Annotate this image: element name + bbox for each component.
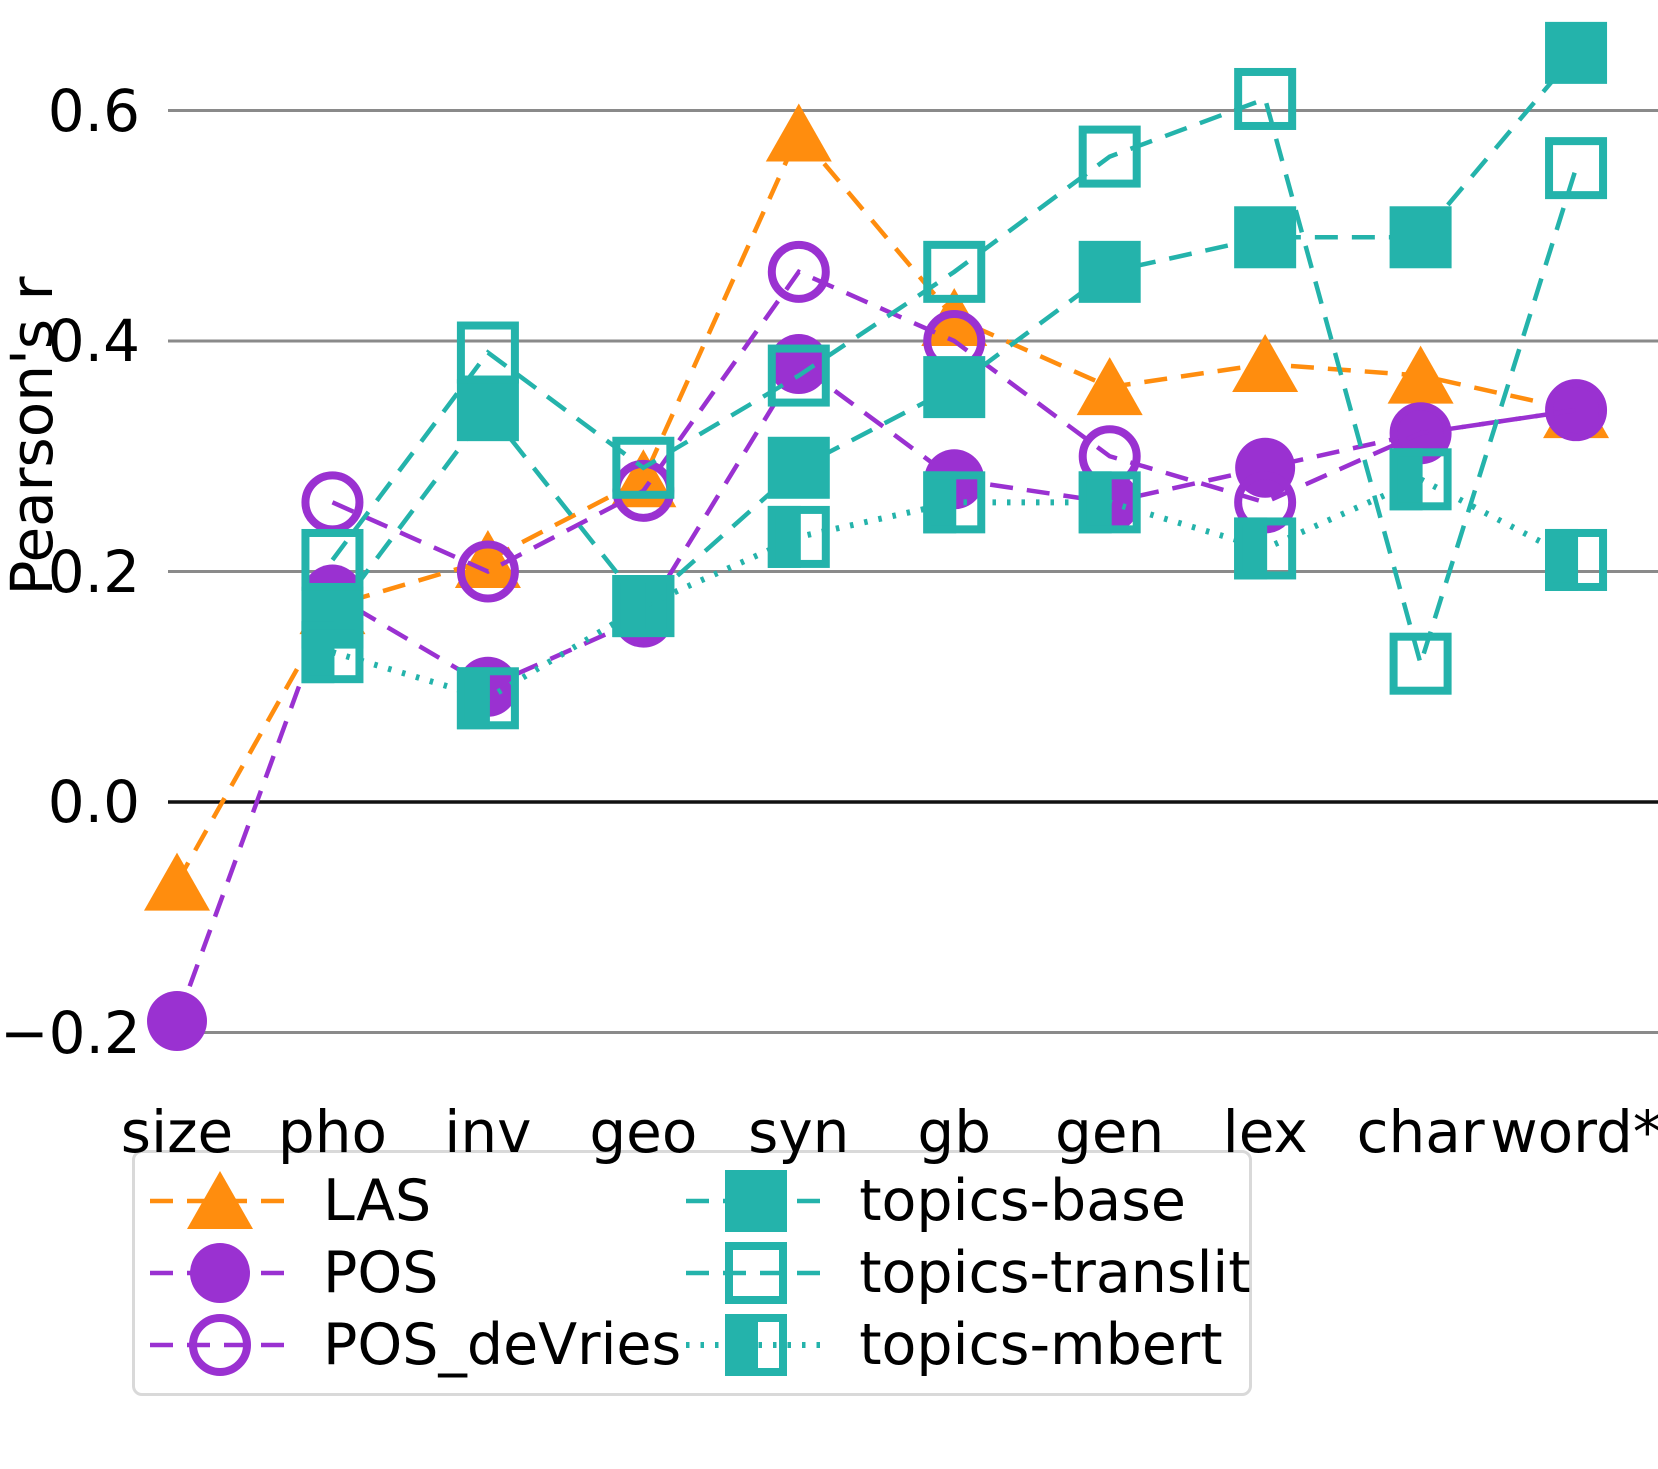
legend-marker-LAS bbox=[150, 1171, 290, 1229]
marker-topics-base bbox=[923, 356, 986, 419]
marker-topics-translit bbox=[923, 240, 986, 303]
marker-topics-base bbox=[1234, 206, 1297, 269]
marker-POS bbox=[1546, 380, 1607, 441]
marker-POS bbox=[768, 334, 829, 395]
legend-label: LAS bbox=[323, 1168, 432, 1234]
marker-topics-translit bbox=[725, 1242, 788, 1304]
marker-topics-mbert bbox=[725, 1314, 788, 1376]
x-tick-label-pho: pho bbox=[277, 1098, 387, 1166]
legend-item-topics-base: topics-base bbox=[681, 1165, 1250, 1237]
x-tick-label-geo: geo bbox=[589, 1098, 698, 1166]
x-tick-label-inv: inv bbox=[444, 1098, 532, 1166]
marker-POS bbox=[147, 990, 207, 1051]
series-line-LAS bbox=[175, 129, 1577, 884]
legend-label: POS bbox=[323, 1240, 439, 1306]
x-tick-label-lex: lex bbox=[1222, 1098, 1308, 1166]
series-line-topics-translit bbox=[330, 96, 1579, 672]
series-POS bbox=[147, 334, 1607, 1051]
marker-topics-base bbox=[1389, 206, 1452, 269]
x-tick-label-size: size bbox=[120, 1098, 234, 1166]
marker-topics-mbert bbox=[923, 471, 986, 534]
marker-topics-base bbox=[1078, 240, 1141, 303]
legend-label: topics-translit bbox=[859, 1240, 1251, 1306]
marker-POS_deVries bbox=[456, 540, 519, 603]
y-tick-label: −0.2 bbox=[0, 998, 141, 1067]
marker-topics-mbert bbox=[612, 575, 675, 638]
legend-item-LAS: LAS bbox=[145, 1165, 681, 1237]
series-line-POS_deVries bbox=[331, 269, 1577, 574]
series-line-POS bbox=[174, 360, 1577, 1022]
series-line-topics-mbert bbox=[331, 475, 1578, 702]
legend-marker-topics-base bbox=[686, 1170, 827, 1232]
marker-LAS bbox=[1387, 345, 1454, 404]
marker-POS_deVries bbox=[1545, 379, 1608, 442]
marker-LAS bbox=[1232, 334, 1299, 393]
series-topics-mbert bbox=[301, 448, 1608, 730]
marker-POS_deVries bbox=[767, 240, 830, 303]
x-tick-label-word: word* bbox=[1490, 1098, 1658, 1166]
marker-topics-translit bbox=[1078, 125, 1141, 188]
x-tick-label-char: char bbox=[1356, 1098, 1485, 1166]
marker-topics-mbert bbox=[456, 667, 519, 730]
y-tick-label: 0.6 bbox=[47, 76, 140, 145]
marker-LAS bbox=[454, 529, 521, 588]
marker-POS bbox=[190, 1243, 250, 1303]
marker-topics-base bbox=[1545, 21, 1608, 84]
legend-marker-POS_deVries bbox=[150, 1314, 290, 1376]
x-tick-label-syn: syn bbox=[748, 1098, 850, 1166]
x-tick-label-gen: gen bbox=[1055, 1098, 1165, 1166]
legend: LAS POS POS_deVries topics-base topics-tran… bbox=[132, 1150, 1252, 1396]
legend-item-topics-translit: topics-translit bbox=[681, 1237, 1251, 1309]
marker-POS_deVries bbox=[189, 1314, 251, 1376]
marker-topics-translit bbox=[301, 528, 364, 591]
marker-topics-translit bbox=[612, 436, 675, 499]
marker-LAS bbox=[144, 852, 210, 911]
marker-topics-translit bbox=[1545, 137, 1608, 200]
legend-item-POS: POS bbox=[145, 1237, 681, 1309]
marker-topics-base bbox=[456, 379, 519, 442]
series-topics-base bbox=[301, 21, 1608, 649]
marker-topics-mbert bbox=[301, 621, 364, 684]
legend-marker-topics-mbert bbox=[686, 1314, 827, 1376]
legend-label: topics-mbert bbox=[859, 1312, 1223, 1378]
legend-marker-topics-translit bbox=[686, 1242, 827, 1304]
legend-label: POS_deVries bbox=[323, 1312, 682, 1378]
legend-column-right: topics-base topics-translit topics-mbert bbox=[681, 1165, 1251, 1381]
legend-marker-POS bbox=[150, 1243, 290, 1303]
marker-topics-translit bbox=[1234, 67, 1297, 130]
marker-topics-mbert bbox=[1389, 448, 1452, 511]
marker-LAS bbox=[765, 103, 832, 162]
legend-label: topics-base bbox=[859, 1168, 1186, 1234]
marker-topics-base bbox=[725, 1170, 788, 1232]
legend-column-left: LAS POS POS_deVries bbox=[145, 1165, 681, 1381]
y-tick-label: 0.0 bbox=[47, 768, 140, 836]
marker-topics-mbert bbox=[1545, 528, 1608, 591]
series-topics-translit bbox=[301, 67, 1608, 695]
marker-topics-base bbox=[767, 436, 830, 499]
marker-topics-translit bbox=[1389, 632, 1452, 695]
marker-topics-translit bbox=[767, 344, 830, 407]
legend-item-POS_deVries: POS_deVries bbox=[145, 1309, 681, 1381]
y-tick-label: 0.4 bbox=[47, 307, 140, 375]
legend-item-topics-mbert: topics-mbert bbox=[681, 1309, 1250, 1381]
marker-topics-mbert bbox=[1078, 471, 1141, 534]
marker-topics-mbert bbox=[1234, 517, 1297, 580]
series-LAS bbox=[144, 103, 1610, 911]
marker-topics-translit bbox=[456, 321, 519, 384]
marker-POS_deVries bbox=[301, 471, 364, 534]
marker-LAS bbox=[187, 1171, 253, 1229]
x-tick-label-gb: gb bbox=[917, 1098, 992, 1166]
marker-topics-mbert bbox=[767, 505, 830, 568]
marker-LAS bbox=[1076, 357, 1143, 416]
y-tick-label: 0.2 bbox=[47, 537, 140, 606]
